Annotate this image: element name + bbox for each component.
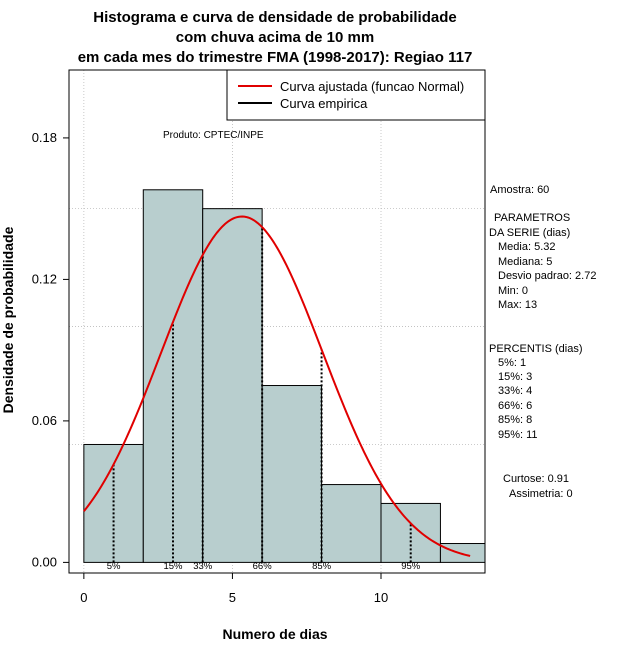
y-tick-label-1: 0.06 [32,413,57,428]
percentil-5: 5%: 1 [498,357,526,369]
chart-title-line-1: Histograma e curva de densidade de proba… [93,9,456,26]
histogram-bar-6 [439,543,486,563]
axes-layer: 0 5 10 0.00 0.06 0.12 0.18 [32,130,389,605]
x-tick-label-0: 0 [80,590,87,605]
y-tick-label-2: 0.12 [32,271,57,286]
legend-label-empirical: Curva empirica [280,96,368,111]
curve-layer [83,215,471,557]
chart-title-line-3: em cada mes do trimestre FMA (1998-2017)… [78,49,473,66]
legend-label-normal: Curva ajustada (funcao Normal) [280,79,464,94]
bars-layer [83,189,486,563]
y-tick-label-3: 0.18 [32,130,57,145]
histogram-bar-4 [321,484,382,563]
x-tick-label-2: 10 [374,590,388,605]
product-label: Produto: CPTEC/INPE [163,130,264,141]
y-tick-label-0: 0.00 [32,554,57,569]
y-axis-title: Densidade de probabilidade [0,226,16,413]
param-max: Max: 13 [498,299,537,311]
percentile-label-2: 33% [193,561,213,572]
percentil-85: 85%: 8 [498,414,532,426]
x-tick-label-1: 5 [229,590,236,605]
curtose: Curtose: 0.91 [503,473,569,485]
assimetria: Assimetria: 0 [509,488,573,500]
info-panel: Amostra: 60 PARAMETROS DA SERIE (dias) M… [489,184,596,500]
normal-fit-curve [83,215,471,557]
param-mediana: Mediana: 5 [498,256,552,268]
chart-title-line-2: com chuva acima de 10 mm [176,29,374,46]
params-title-1: PARAMETROS [494,212,570,224]
sample-size: Amostra: 60 [490,184,549,196]
percentil-95: 95%: 11 [498,429,538,441]
histogram-bar-3 [261,385,323,563]
percentil-15: 15%: 3 [498,371,532,383]
x-axis-title: Numero de dias [222,626,327,642]
percentile-label-0: 5% [107,561,121,572]
param-media: Media: 5.32 [498,241,555,253]
legend: Curva ajustada (funcao Normal) Curva emp… [226,69,486,121]
histogram-bar-2 [202,208,263,563]
percentile-label-3: 66% [253,561,273,572]
percentis-title: PERCENTIS (dias) [489,343,583,355]
percentile-lines-layer: 5% 15% 33% 66% 85% 95% [107,227,421,572]
legend-box [226,69,486,121]
percentil-66: 66%: 6 [498,400,532,412]
percentile-label-4: 85% [312,561,332,572]
percentile-label-1: 15% [163,561,183,572]
percentile-label-5: 95% [401,561,421,572]
param-min: Min: 0 [498,285,528,297]
param-desvio: Desvio padrao: 2.72 [498,270,596,282]
params-title-2: DA SERIE (dias) [489,227,570,239]
percentil-33: 33%: 4 [498,385,532,397]
